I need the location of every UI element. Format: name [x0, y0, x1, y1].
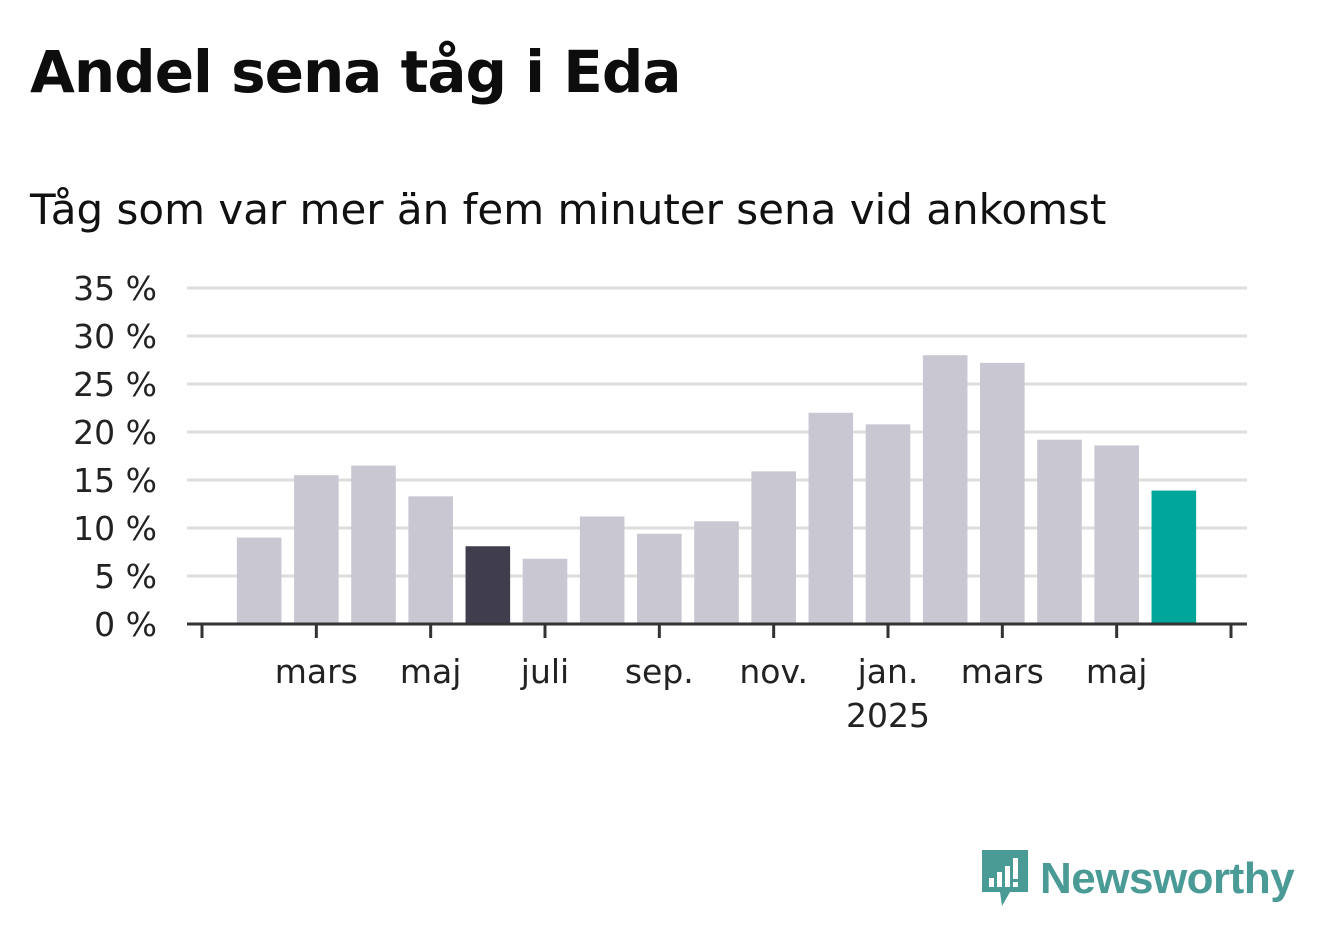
- bar-2024-11: [751, 471, 796, 624]
- y-tick-label: 25 %: [73, 365, 157, 404]
- x-tick-label: juli: [520, 652, 569, 691]
- bar-2025-02: [922, 355, 968, 624]
- bar-2025-04: [1037, 439, 1082, 624]
- y-tick-label: 0 %: [94, 605, 157, 644]
- x-tick-label: mars: [961, 652, 1044, 691]
- bar-2024-03: [294, 475, 339, 624]
- x-tick-label: jan.: [857, 652, 919, 691]
- x-tick-year-label: 2025: [846, 696, 930, 735]
- bar-2025-05: [1094, 445, 1139, 624]
- bar-2025-06: [1151, 490, 1197, 624]
- bar-2024-05: [408, 496, 453, 624]
- y-tick-label: 5 %: [94, 557, 157, 596]
- bar-2025-03: [980, 362, 1025, 624]
- x-tick-label: maj: [1086, 652, 1148, 691]
- bar-2024-10: [694, 521, 739, 624]
- bar-2025-01: [865, 424, 911, 624]
- y-tick-label: 20 %: [73, 413, 157, 452]
- bar-2024-07: [522, 558, 568, 624]
- chart-title: Andel sena tåg i Eda: [30, 38, 682, 106]
- newsworthy-logo: Newsworthy: [980, 848, 1295, 910]
- bar-2024-04: [351, 465, 396, 624]
- newsworthy-logo-icon: [982, 850, 1028, 906]
- x-tick-label: mars: [275, 652, 358, 691]
- bars: [236, 355, 1197, 624]
- bar-2024-08: [579, 516, 625, 624]
- x-tick-label: maj: [400, 652, 462, 691]
- chart-subtitle: Tåg som var mer än fem minuter sena vid …: [30, 185, 1107, 234]
- y-tick-label: 15 %: [73, 461, 157, 500]
- y-tick-label: 35 %: [73, 269, 157, 308]
- y-tick-label: 30 %: [73, 317, 157, 356]
- bar-2024-02: [236, 537, 282, 624]
- bar-2024-06: [465, 546, 511, 624]
- y-tick-labels: 0 % 5 % 10 % 15 % 20 % 25 % 30 % 35 %: [73, 269, 157, 644]
- y-tick-label: 10 %: [73, 509, 157, 548]
- brand-name: Newsworthy: [1040, 854, 1295, 903]
- x-tick-labels: mars maj juli sep. nov. jan. 2025 mars maj: [275, 652, 1148, 735]
- x-tick-label: sep.: [625, 652, 694, 691]
- bar-2024-09: [637, 533, 682, 624]
- x-tick-label: nov.: [739, 652, 808, 691]
- bar-2024-12: [808, 412, 854, 624]
- x-axis: [187, 622, 1247, 638]
